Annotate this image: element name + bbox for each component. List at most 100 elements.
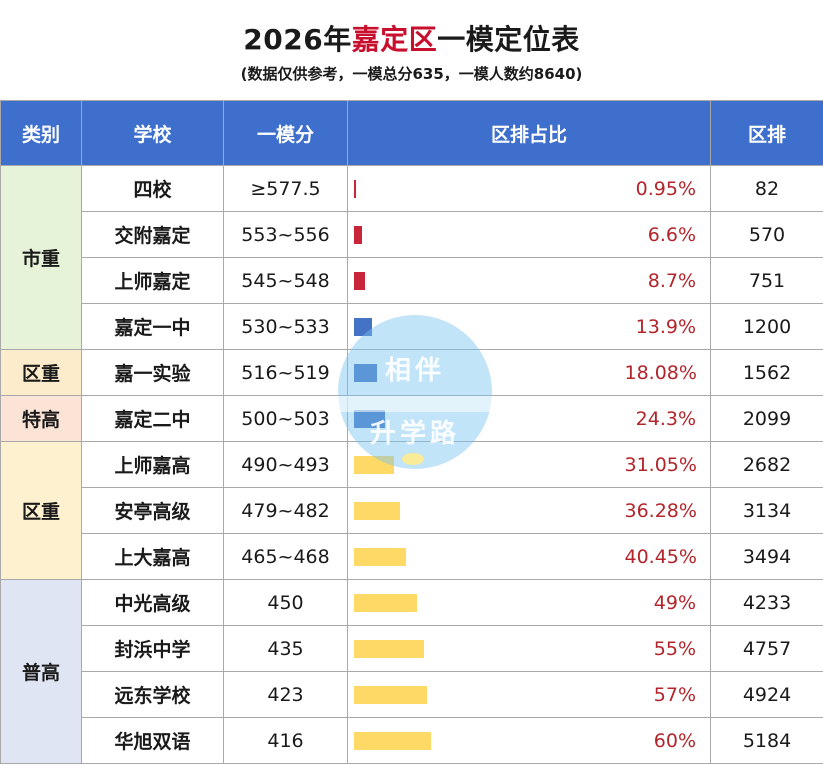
bar-cell — [347, 165, 625, 212]
rank-percent-bar — [354, 455, 394, 474]
header-rank-percent: 区排占比 — [346, 100, 712, 166]
score-cell: 500~503 — [223, 395, 348, 442]
score-cell: 465~468 — [223, 533, 348, 580]
category-cell: 普高 — [0, 579, 82, 764]
table-row: 上师嘉定 545~548 8.7% 751 — [1, 257, 823, 304]
category-cell: 区重 — [0, 441, 82, 580]
bar-cell — [347, 257, 625, 304]
rank-cell: 2099 — [710, 395, 823, 442]
rank-percent-cell: 18.08% — [624, 349, 712, 396]
header-score: 一模分 — [223, 100, 348, 166]
title-year: 2026年 — [243, 23, 352, 56]
score-cell: 479~482 — [223, 487, 348, 534]
category-cell: 市重 — [0, 165, 82, 350]
table-header-row: 类别 学校 一模分 区排占比 区排 — [0, 100, 823, 166]
rank-cell: 4757 — [710, 625, 823, 672]
school-cell: 嘉一实验 — [81, 349, 224, 396]
school-cell: 嘉定二中 — [81, 395, 224, 442]
rank-percent-cell: 0.95% — [624, 165, 712, 212]
rank-percent-cell: 13.9% — [624, 303, 712, 350]
rank-percent-cell: 24.3% — [624, 395, 712, 442]
school-cell: 封浜中学 — [81, 625, 224, 672]
rank-percent-bar — [354, 639, 425, 658]
category-cell: 区重 — [0, 349, 82, 396]
page-title: 2026年嘉定区一模定位表 — [0, 18, 823, 58]
rank-cell: 570 — [710, 211, 823, 258]
rank-cell: 2682 — [710, 441, 823, 488]
rank-percent-bar — [354, 409, 386, 428]
bar-cell — [347, 717, 625, 764]
bar-cell — [347, 671, 625, 718]
score-cell: 450 — [223, 579, 348, 626]
school-cell: 上师嘉定 — [81, 257, 224, 304]
table-row: 区重 嘉一实验 516~519 18.08% 1562 — [0, 349, 823, 396]
school-cell: 上师嘉高 — [81, 441, 224, 488]
rank-percent-bar — [354, 547, 406, 566]
table-body: 市重 四校 ≥577.5 0.95% 82 交附嘉定 553~556 6.6% 570 上师嘉定 5… — [0, 165, 823, 764]
rank-percent-bar — [354, 317, 372, 336]
table-row: 远东学校 423 57% 4924 — [1, 671, 823, 718]
score-cell: ≥577.5 — [223, 165, 348, 212]
table-row: 上大嘉高 465~468 40.45% 3494 — [1, 533, 823, 580]
score-cell: 435 — [223, 625, 348, 672]
school-cell: 交附嘉定 — [81, 211, 224, 258]
rank-percent-cell: 8.7% — [624, 257, 712, 304]
score-cell: 516~519 — [223, 349, 348, 396]
rank-percent-bar — [354, 225, 363, 244]
rank-percent-cell: 36.28% — [624, 487, 712, 534]
school-cell: 四校 — [81, 165, 224, 212]
header: 2026年嘉定区一模定位表 (数据仅供参考，一模总分635，一模人数约8640) — [0, 0, 823, 100]
header-school: 学校 — [81, 100, 224, 166]
rank-percent-cell: 40.45% — [624, 533, 712, 580]
table-row: 普高 中光高级 450 49% 4233 — [0, 579, 823, 764]
school-cell: 华旭双语 — [81, 717, 224, 764]
table-row: 封浜中学 435 55% 4757 — [1, 625, 823, 672]
score-cell: 423 — [223, 671, 348, 718]
rank-percent-bar — [354, 363, 378, 382]
table-row: 嘉定一中 530~533 13.9% 1200 — [1, 303, 823, 350]
table-row: 区重 上师嘉高 490~493 31.05% 2682 — [0, 441, 823, 580]
rank-cell: 5184 — [710, 717, 823, 764]
rank-percent-bar — [354, 179, 356, 198]
score-cell: 545~548 — [223, 257, 348, 304]
title-district: 嘉定区 — [351, 23, 438, 56]
rank-cell: 3134 — [710, 487, 823, 534]
rank-cell: 4233 — [710, 579, 823, 626]
table-row: 华旭双语 416 60% 5184 — [1, 717, 823, 764]
bar-cell — [347, 625, 625, 672]
rank-percent-cell: 60% — [624, 717, 712, 764]
bar-cell — [347, 533, 625, 580]
ranking-table: 类别 学校 一模分 区排占比 区排 市重 四校 ≥577.5 0.95% 82 交附嘉定 5… — [0, 100, 823, 764]
score-cell: 553~556 — [223, 211, 348, 258]
rank-percent-bar — [354, 271, 366, 290]
table-row: 安亭高级 479~482 36.28% 3134 — [1, 487, 823, 534]
header-category: 类别 — [0, 100, 82, 166]
category-cell: 特高 — [0, 395, 82, 442]
rank-percent-cell: 6.6% — [624, 211, 712, 258]
rank-cell: 82 — [710, 165, 823, 212]
rank-cell: 3494 — [710, 533, 823, 580]
rank-cell: 4924 — [710, 671, 823, 718]
bar-cell — [347, 349, 625, 396]
table-row: 特高 嘉定二中 500~503 24.3% 2099 — [0, 395, 823, 442]
table-row: 市重 四校 ≥577.5 0.95% 82 — [0, 165, 823, 350]
score-cell: 490~493 — [223, 441, 348, 488]
table-row: 交附嘉定 553~556 6.6% 570 — [1, 211, 823, 258]
score-cell: 530~533 — [223, 303, 348, 350]
bar-cell — [347, 487, 625, 534]
rank-cell: 1562 — [710, 349, 823, 396]
rank-percent-cell: 55% — [624, 625, 712, 672]
rank-cell: 1200 — [710, 303, 823, 350]
header-rank: 区排 — [710, 100, 823, 166]
rank-percent-bar — [354, 685, 427, 704]
bar-cell — [347, 579, 625, 626]
rank-percent-cell: 49% — [624, 579, 712, 626]
rank-percent-bar — [354, 593, 417, 612]
score-cell: 416 — [223, 717, 348, 764]
school-cell: 远东学校 — [81, 671, 224, 718]
rank-cell: 751 — [710, 257, 823, 304]
bar-cell — [347, 441, 625, 488]
title-suffix: 一模定位表 — [437, 23, 580, 56]
rank-percent-cell: 57% — [624, 671, 712, 718]
bar-cell — [347, 395, 625, 442]
